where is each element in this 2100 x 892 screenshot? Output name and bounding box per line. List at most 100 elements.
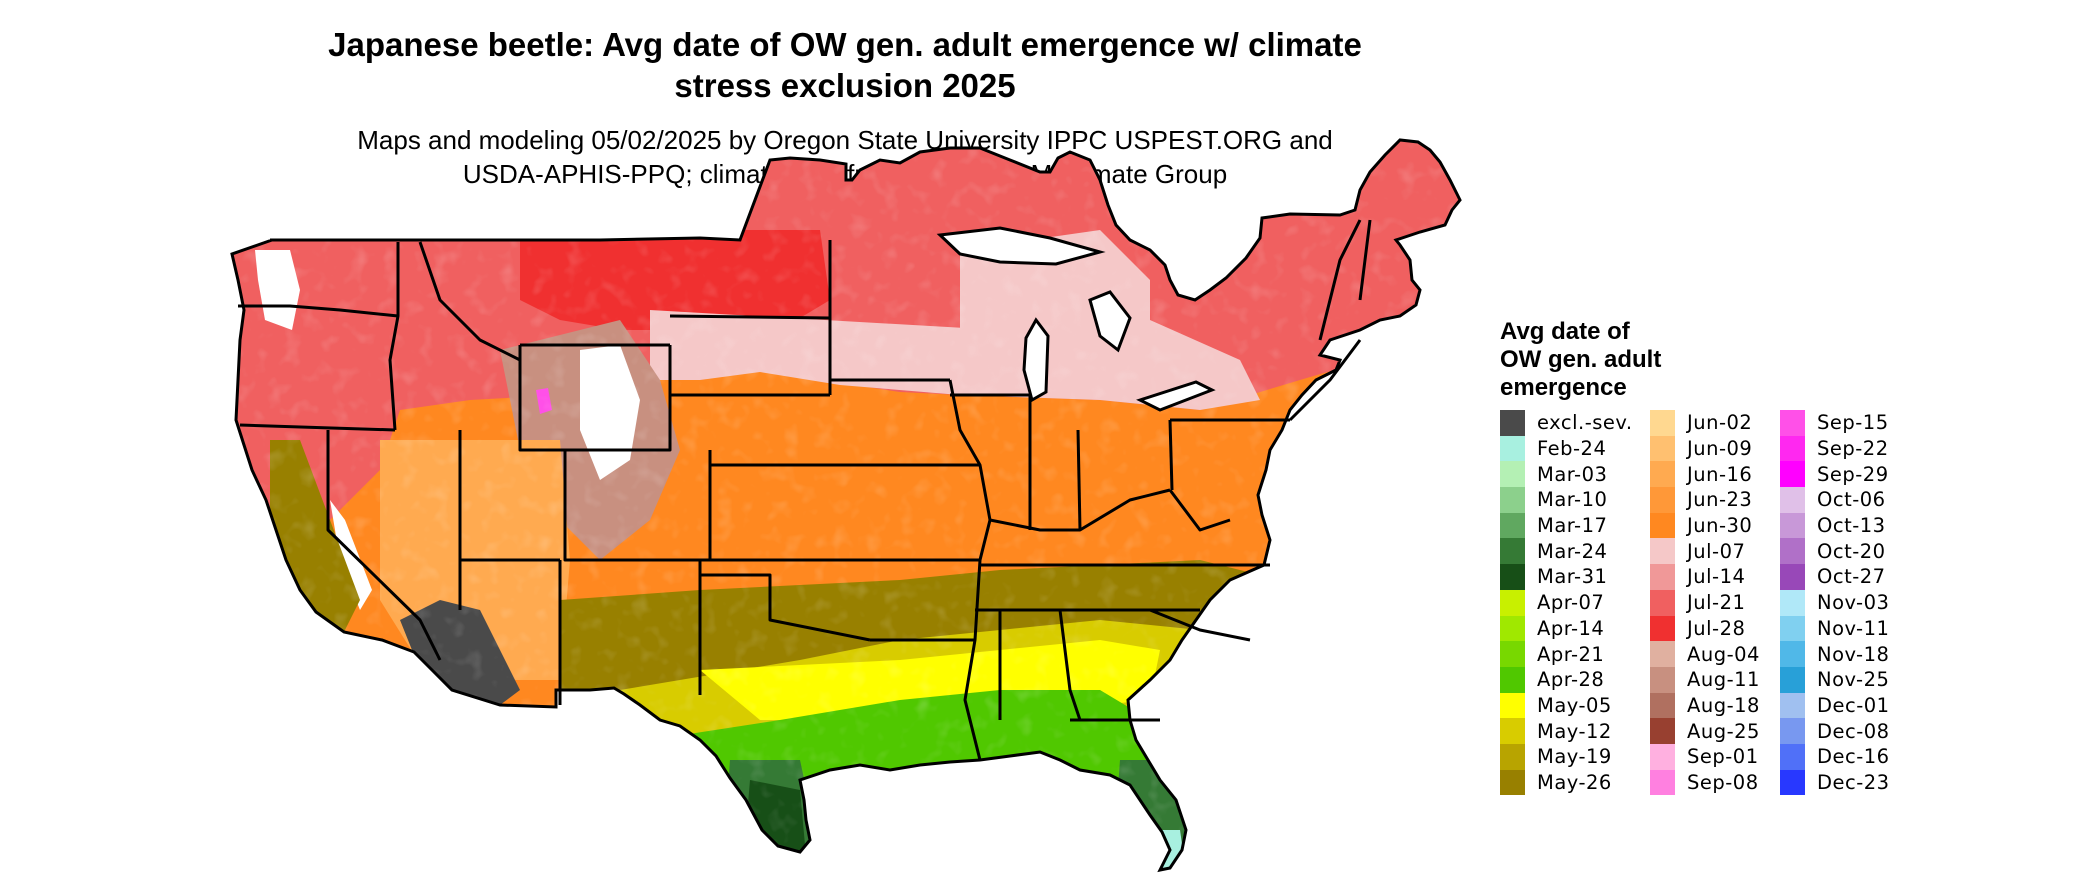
legend-label: Oct-20	[1817, 539, 1886, 563]
legend-item: Oct-20	[1780, 538, 1890, 565]
legend-item: Jul-14	[1650, 564, 1760, 590]
legend-label: Oct-13	[1817, 514, 1886, 538]
ny-ne-border	[1288, 339, 1362, 422]
legend-item: Mar-31	[1500, 564, 1633, 590]
map-grain-texture	[232, 140, 1460, 870]
lake-superior	[936, 226, 1106, 266]
legend-swatch	[1500, 718, 1525, 744]
legend-item: Jun-30	[1650, 512, 1760, 539]
legend-item: Sep-15	[1780, 410, 1890, 436]
legend-label: Dec-23	[1817, 770, 1890, 794]
legend-item: Sep-29	[1780, 461, 1890, 488]
legend-label: Sep-08	[1687, 770, 1759, 794]
legend-item: Apr-07	[1500, 589, 1633, 616]
legend-label: Sep-15	[1817, 411, 1889, 435]
legend-item: Nov-25	[1780, 666, 1890, 693]
legend-label: Jul-28	[1687, 616, 1746, 640]
legend-label: Jul-07	[1687, 539, 1746, 563]
legend-swatch	[1500, 410, 1525, 436]
legend-item: Dec-16	[1780, 743, 1890, 770]
legend-swatch	[1650, 615, 1675, 642]
legend-item: Apr-28	[1500, 666, 1633, 693]
me-nh-border	[1358, 219, 1372, 301]
legend-item: Feb-24	[1500, 435, 1633, 462]
legend-label: Jul-14	[1687, 565, 1746, 589]
legend-label: Apr-28	[1537, 668, 1605, 692]
legend-title-line-2: OW gen. adult	[1500, 346, 1662, 373]
wyoming-box	[518, 345, 672, 452]
legend-label: Dec-01	[1817, 693, 1890, 717]
vt-nh-border	[1318, 219, 1362, 341]
mississippi-river	[948, 379, 992, 761]
colorado-box	[563, 450, 712, 562]
map-subtitle-line-1: Maps and modeling 05/02/2025 by Oregon S…	[357, 125, 1333, 155]
legend-swatch	[1500, 641, 1525, 667]
ca-nv-border	[326, 430, 442, 661]
legend-item: Jul-21	[1650, 589, 1760, 616]
legend-label: Apr-07	[1537, 591, 1605, 615]
legend-item: Jun-23	[1650, 487, 1760, 513]
nd-sd-border	[669, 314, 831, 320]
legend-item: May-05	[1500, 692, 1633, 719]
legend-label: Mar-03	[1537, 462, 1608, 486]
in-oh-border	[1076, 429, 1082, 531]
legend-item: Jun-16	[1650, 461, 1760, 488]
legend-swatch	[1780, 512, 1805, 539]
legend-swatch	[1500, 461, 1525, 488]
legend-label: Dec-16	[1817, 745, 1890, 769]
legend-swatch	[1780, 666, 1805, 693]
legend-item: Oct-13	[1780, 512, 1890, 539]
legend-swatch	[1780, 769, 1805, 796]
oh-pa-border	[1168, 419, 1174, 491]
legend-swatch	[1780, 589, 1805, 616]
legend-label: Nov-11	[1817, 616, 1890, 640]
legend-item: Jun-02	[1650, 410, 1760, 436]
legend-label: Dec-08	[1817, 719, 1890, 743]
legend-item: Apr-14	[1500, 615, 1633, 642]
legend-label: Aug-25	[1687, 719, 1760, 743]
legend-label: Nov-03	[1817, 591, 1890, 615]
legend-label: Oct-27	[1817, 565, 1886, 589]
legend-swatch	[1780, 641, 1805, 667]
legend-swatch	[1500, 538, 1525, 565]
state-boundaries	[238, 219, 1372, 761]
legend-swatch	[1500, 435, 1525, 462]
legend-swatch	[1500, 692, 1525, 719]
legend-swatch	[1500, 512, 1525, 539]
legend-label: Apr-14	[1537, 616, 1605, 640]
legend-item: Jul-28	[1650, 615, 1760, 642]
legend-swatch	[1650, 666, 1675, 693]
legend-label: Jun-02	[1687, 411, 1753, 435]
legend-item: Nov-11	[1780, 615, 1890, 642]
legend-title-line-3: emergence	[1500, 374, 1627, 401]
legend-swatch	[1500, 487, 1525, 513]
legend-label: Jul-21	[1687, 591, 1746, 615]
legend-swatch	[1780, 461, 1805, 488]
legend-item: Dec-08	[1780, 718, 1890, 744]
legend-label: Sep-01	[1687, 745, 1759, 769]
legend-label: Mar-10	[1537, 488, 1608, 512]
legend-swatch	[1650, 512, 1675, 539]
legend-swatch	[1780, 743, 1805, 770]
legend-swatch	[1780, 435, 1805, 462]
legend-swatch	[1650, 410, 1675, 436]
legend-swatch	[1500, 769, 1525, 796]
legend-item: Aug-18	[1650, 692, 1760, 719]
legend-swatch	[1650, 743, 1675, 770]
legend-label: Sep-29	[1817, 462, 1889, 486]
legend-item: Jun-09	[1650, 435, 1760, 462]
legend-label: Jun-23	[1687, 488, 1753, 512]
map-title-line-1: Japanese beetle: Avg date of OW gen. adu…	[328, 26, 1362, 63]
legend-label: Jun-30	[1687, 514, 1753, 538]
legend-label: Nov-25	[1817, 668, 1890, 692]
legend-swatch	[1500, 666, 1525, 693]
legend-label: May-19	[1537, 745, 1612, 769]
legend-item: Aug-25	[1650, 718, 1760, 744]
legend-item: Mar-03	[1500, 461, 1633, 488]
legend-label: May-05	[1537, 693, 1612, 717]
legend-title-line-1: Avg date of	[1500, 318, 1630, 345]
legend-swatch	[1780, 410, 1805, 436]
legend-column-2: Jun-02 Jun-09 Jun-16 Jun-23 Jun-30 Jul-07 Jul-…	[1650, 410, 1760, 796]
legend-swatch	[1780, 538, 1805, 565]
legend-label: Sep-22	[1817, 437, 1889, 461]
